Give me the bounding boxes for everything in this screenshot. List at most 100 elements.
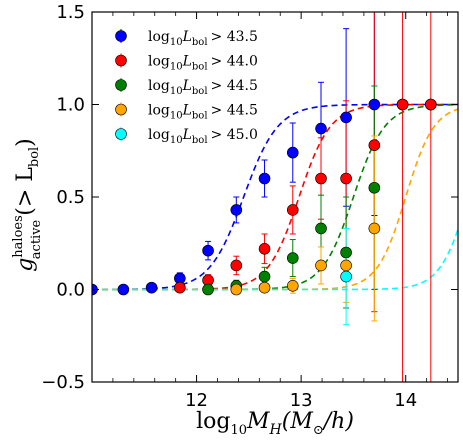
data-point (315, 259, 327, 272)
legend-log: log (148, 127, 170, 143)
data-point (202, 244, 214, 257)
legend-l: L (182, 103, 192, 119)
data-point (258, 270, 271, 283)
data-point (174, 281, 186, 294)
x-tick-label: 13 (290, 390, 313, 411)
y-tick-label: −0.5 (41, 372, 85, 393)
fit-curves (92, 103, 458, 291)
legend-label: log10Lbol > 45.0 (148, 127, 258, 146)
data-point (230, 283, 243, 296)
axis-ticks: 12 13 14 −0.5 0.0 0.5 1.0 1.5 (41, 2, 458, 411)
fit-curve (92, 103, 458, 291)
data-point (340, 270, 352, 283)
legend-marker (115, 54, 127, 67)
fit-curve (92, 229, 458, 291)
fit-curve (92, 103, 458, 291)
data-point (340, 172, 352, 185)
data-point (315, 222, 327, 235)
data-point (202, 283, 214, 296)
y-axis-label-sup: haloes (11, 215, 26, 257)
legend-marker (115, 128, 127, 140)
fit-curve (92, 103, 458, 291)
legend-threshold: > 44.5 (211, 103, 258, 119)
legend-sub10: 10 (170, 62, 183, 73)
data-point (286, 252, 299, 264)
data-point (315, 172, 327, 185)
legend-marker (115, 30, 127, 42)
y-axis-label-rest: (> L (13, 167, 38, 216)
data-point (258, 172, 271, 185)
data-point (258, 281, 271, 294)
x-axis-label-paren: (M (282, 409, 314, 434)
y-axis-label: ghaloes active (> Lbol) (11, 138, 44, 272)
data-point (340, 111, 352, 124)
data-point (230, 204, 243, 216)
legend-label: log10Lbol > 44.0 (148, 54, 258, 73)
legend-sub10: 10 (170, 37, 183, 48)
data-points (92, 98, 437, 296)
legend-log: log (148, 29, 170, 45)
x-tick-label: 12 (185, 390, 208, 411)
legend-l: L (182, 29, 192, 45)
y-axis-label-bol: bol (27, 147, 42, 167)
x-axis-label-end: /h) (322, 409, 354, 434)
legend-bol: bol (192, 62, 208, 73)
legend-l: L (182, 127, 192, 143)
y-axis-label-end: ) (13, 138, 38, 147)
data-point (425, 98, 437, 111)
y-axis-label-sub: active (29, 219, 44, 259)
data-point (315, 122, 327, 135)
data-point (145, 281, 158, 294)
legend-sub10: 10 (170, 111, 183, 122)
legend-marker (115, 79, 127, 91)
data-point (286, 146, 299, 159)
x-axis-label-h: H (269, 422, 283, 438)
x-axis-label-sub: 10 (230, 423, 247, 438)
legend-threshold: > 45.0 (211, 127, 258, 143)
legend-threshold: > 44.5 (211, 78, 258, 94)
legend-l: L (182, 78, 192, 94)
data-point (340, 259, 352, 272)
legend-log: log (148, 103, 170, 119)
data-point (258, 243, 271, 255)
legend-bol: bol (192, 37, 208, 48)
legend-label: log10Lbol > 44.5 (148, 103, 258, 122)
legend-label: log10Lbol > 44.5 (148, 78, 258, 97)
legend-sub10: 10 (170, 86, 183, 97)
y-tick-label: 0.0 (56, 280, 85, 301)
data-point (286, 279, 299, 292)
data-point (117, 283, 130, 296)
data-point (340, 246, 352, 259)
x-axis-label-sun: ⊙ (313, 423, 324, 438)
y-tick-label: 1.5 (56, 2, 85, 23)
legend-bol: bol (192, 111, 208, 122)
plot-frame (91, 11, 459, 383)
fit-curve (92, 108, 458, 291)
legend-log: log (148, 54, 170, 70)
data-point (368, 98, 381, 111)
x-axis-label: log10MH(M⊙/h) (196, 409, 354, 438)
y-axis-label-g: g (13, 258, 38, 272)
legend-bol: bol (192, 86, 208, 97)
legend-threshold: > 44.0 (211, 54, 258, 70)
legend-log: log (148, 78, 170, 94)
y-tick-label: 0.5 (56, 187, 85, 208)
legend-marker (115, 103, 127, 116)
legend-label: log10Lbol > 43.5 (148, 29, 258, 48)
data-point (368, 222, 381, 235)
y-tick-label: 1.0 (56, 95, 85, 116)
data-point (396, 98, 409, 111)
data-point (230, 259, 243, 272)
legend-bol: bol (192, 135, 208, 146)
x-axis-label-log: log (196, 409, 230, 434)
legend-sub10: 10 (170, 135, 183, 146)
data-point (286, 204, 299, 216)
data-point (368, 139, 381, 151)
legend-threshold: > 43.5 (211, 29, 258, 45)
legend-l: L (182, 54, 192, 70)
x-axis-label-m: M (246, 409, 270, 434)
data-point (368, 181, 381, 194)
x-tick-label: 14 (394, 390, 417, 411)
